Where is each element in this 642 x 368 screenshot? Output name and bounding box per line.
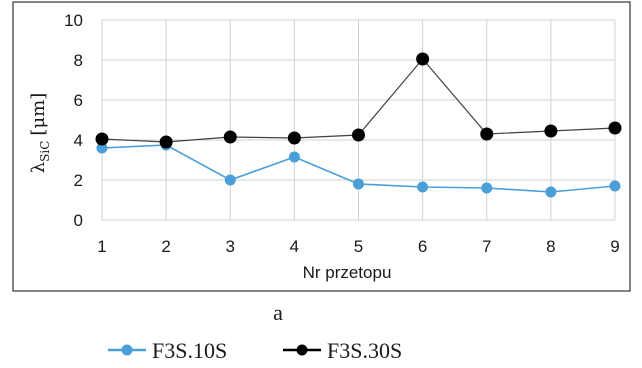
data-point-F3S.30S (480, 127, 494, 141)
svg-text:λSiC[μm]: λSiC [μm] (28, 93, 52, 173)
x-tick-label: 6 (418, 237, 427, 256)
x-tick-label: 9 (610, 237, 619, 256)
y-axis-title-symbol: λ (28, 162, 49, 173)
data-point-F3S.30S (544, 124, 558, 138)
data-point-F3S.30S (608, 121, 622, 135)
x-tick-label: 3 (226, 237, 235, 256)
data-point-F3S.30S (352, 128, 365, 142)
data-point-F3S.10S (353, 178, 364, 190)
data-point-F3S.10S (481, 182, 493, 194)
data-point-F3S.30S (223, 130, 237, 144)
x-tick-label: 2 (161, 237, 170, 256)
data-point-F3S.10S (545, 186, 557, 198)
y-tick-label: 8 (74, 51, 83, 70)
legend-marker-F3S.10S (121, 344, 133, 356)
legend-label-F3S.30S: F3S.30S (327, 338, 402, 363)
y-tick-label: 2 (74, 171, 83, 190)
data-point-F3S.10S (96, 142, 108, 154)
data-point-F3S.30S (159, 135, 173, 149)
x-tick-label: 5 (354, 237, 363, 256)
grid (101, 19, 616, 221)
y-tick-label: 10 (64, 11, 83, 30)
x-axis-title: Nr przetopu (303, 263, 392, 282)
data-point-F3S.10S (609, 180, 621, 192)
x-tick-label: 7 (482, 237, 491, 256)
chart-frame (12, 1, 631, 292)
data-point-F3S.30S (416, 52, 430, 66)
x-tick-label: 1 (97, 237, 106, 256)
data-point-F3S.30S (287, 131, 301, 145)
data-point-F3S.10S (288, 151, 300, 163)
x-tick-label: 8 (546, 237, 555, 256)
data-point-F3S.30S (95, 132, 109, 146)
figure-caption: a (273, 300, 283, 325)
y-axis-title-unit: [μm] (28, 93, 49, 136)
series (95, 52, 622, 198)
y-tick-label: 4 (74, 131, 83, 150)
y-tick-label: 0 (74, 211, 83, 230)
data-point-F3S.10S (417, 181, 429, 193)
data-point-F3S.10S (224, 174, 236, 186)
x-tick-label: 4 (290, 237, 299, 256)
y-tick-label: 6 (74, 91, 83, 110)
legend-marker-F3S.30S (296, 344, 308, 356)
y-axis-title: λSiC [μm] (28, 93, 52, 173)
legend-label-F3S.10S: F3S.10S (152, 338, 227, 363)
y-axis-title-subscript: SiC (38, 141, 52, 162)
legend: F3S.10S F3S.30S (108, 338, 402, 363)
